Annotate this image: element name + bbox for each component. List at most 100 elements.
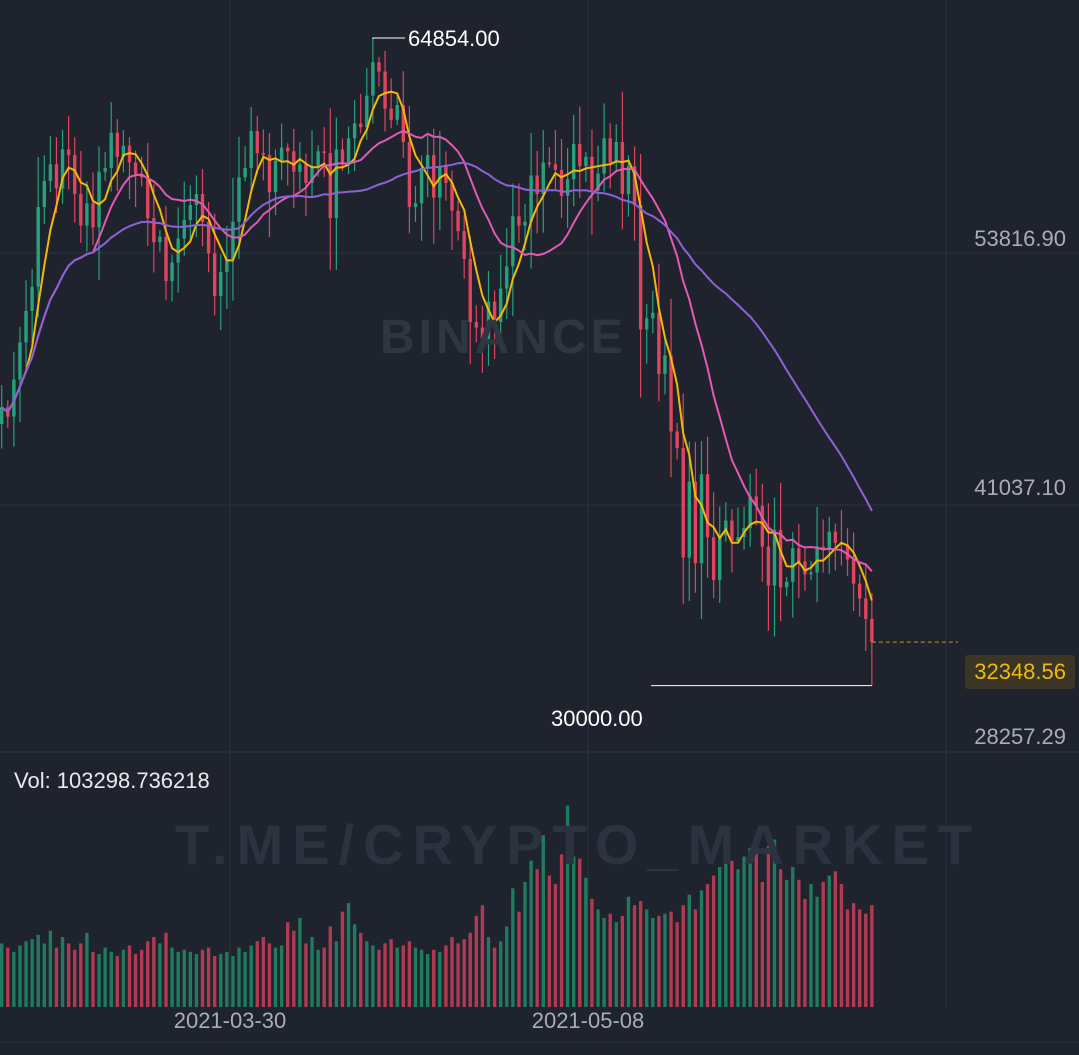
volume-bar (0, 943, 4, 1007)
volume-bar (60, 937, 65, 1007)
candle-body (523, 221, 527, 226)
candle-body (620, 142, 625, 194)
candle-body (517, 216, 521, 226)
volume-bar (778, 869, 783, 1007)
volume-bar (559, 854, 564, 1007)
volume-bar (450, 937, 454, 1007)
volume-bar (231, 956, 235, 1007)
candle-body (164, 236, 168, 282)
high-low-markers (372, 37, 958, 687)
volume-bar (511, 888, 515, 1007)
volume-bar (626, 896, 631, 1007)
candle-body (596, 173, 600, 191)
candle-body (565, 179, 570, 196)
candle-body (231, 221, 235, 259)
volume-bar (444, 945, 448, 1007)
volume-bar (334, 941, 339, 1007)
volume-bar (870, 905, 874, 1007)
volume-bar (91, 951, 95, 1007)
candle-body (121, 145, 126, 157)
candle-body (669, 355, 673, 432)
candle-body (158, 236, 162, 243)
volume-bar (651, 917, 655, 1007)
volume-bar (377, 949, 381, 1007)
candle-body (468, 258, 472, 323)
candle-body (194, 193, 199, 206)
candle-body (340, 149, 345, 165)
volume-bar (298, 917, 302, 1007)
volume-bar (346, 903, 351, 1007)
candle-body (133, 162, 138, 174)
volume-bar (359, 932, 363, 1007)
volume-bar (292, 930, 296, 1007)
volume-bar (352, 924, 357, 1007)
candle-body (237, 177, 241, 222)
volume-bar (79, 943, 83, 1007)
volume-bar (718, 867, 722, 1007)
candle-body (803, 561, 807, 575)
volume-bar (827, 875, 831, 1007)
candle-body (705, 474, 710, 538)
candle-body (285, 147, 290, 152)
candle-body (626, 166, 631, 194)
candle-body (152, 218, 156, 243)
candle-body (815, 546, 819, 573)
candle-body (292, 151, 296, 172)
moving-average-line (1, 129, 873, 573)
candle-body (541, 162, 545, 194)
volume-bar (279, 945, 284, 1007)
candle-body (480, 327, 485, 339)
y-tick-label: 41037.10 (974, 475, 1066, 500)
candle-body (383, 71, 387, 109)
volume-bar (109, 951, 113, 1007)
volume-bar (669, 911, 673, 1007)
volume-bar (133, 954, 138, 1007)
candle-body (97, 171, 101, 228)
candle-body (103, 168, 107, 172)
volume-bar (139, 949, 144, 1007)
candle-body (48, 164, 53, 182)
candle-body (602, 138, 606, 174)
volume-bar (328, 926, 332, 1007)
volume-bar (383, 943, 387, 1007)
volume-bar (243, 951, 247, 1007)
volume-bar (584, 877, 588, 1007)
candle-body (474, 322, 479, 328)
candle-body (608, 138, 612, 163)
candle-body (766, 546, 771, 586)
volume-readout: Vol: 103298.736218 (14, 768, 210, 793)
high-marker-line (372, 37, 405, 39)
volume-bar (152, 937, 156, 1007)
candle-body (791, 548, 795, 582)
candle-body (584, 156, 588, 167)
candle-body (675, 431, 679, 449)
candle-body (316, 151, 320, 167)
channel-watermark: T.ME/CRYPTO_MARKET (175, 813, 982, 876)
volume-bar (791, 867, 795, 1007)
candle-body (377, 62, 381, 72)
volume-bar (736, 869, 740, 1007)
volume-bar (596, 909, 600, 1007)
volume-bar (188, 951, 193, 1007)
volume-bar (547, 875, 552, 1007)
volume-bar (742, 856, 746, 1007)
candle-body (243, 168, 247, 178)
volume-bar (529, 860, 533, 1007)
candle-body (401, 104, 406, 143)
candle-body (498, 288, 503, 323)
high-price-label: 64854.00 (408, 26, 500, 51)
candle-body (73, 155, 77, 194)
volume-bar (523, 881, 527, 1007)
volume-bar (456, 943, 460, 1007)
candle-body (547, 162, 552, 165)
candle-body (699, 474, 704, 564)
volume-bar (12, 951, 16, 1007)
moving-average-lines (1, 90, 873, 601)
volume-bar (772, 839, 777, 1007)
y-tick-label: 28257.29 (974, 724, 1066, 749)
volume-bar (425, 954, 430, 1007)
volume-bar (413, 947, 418, 1007)
candle-body (645, 318, 649, 330)
candle-body (365, 95, 369, 128)
